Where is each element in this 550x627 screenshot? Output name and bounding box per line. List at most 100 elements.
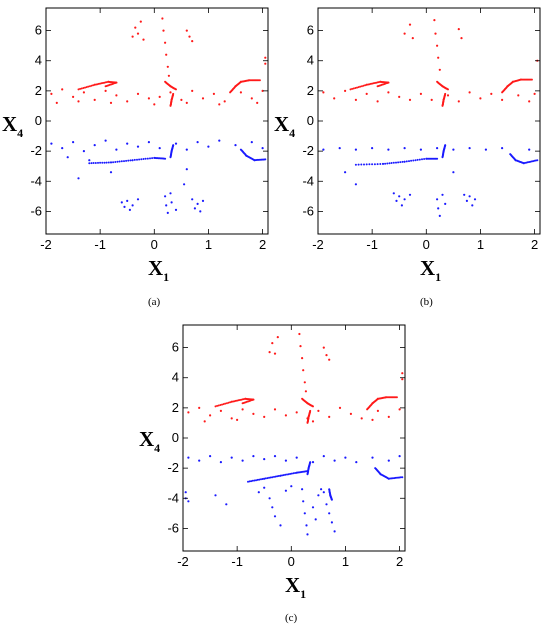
data-point <box>301 488 304 491</box>
data-point <box>201 97 205 100</box>
data-point <box>360 417 363 420</box>
data-point <box>387 148 390 151</box>
data-point <box>403 198 406 201</box>
trajectory-point <box>365 163 368 166</box>
trajectory-point <box>123 160 125 163</box>
data-point <box>314 518 317 521</box>
trajectory-point <box>82 87 85 89</box>
data-point <box>77 177 80 180</box>
trajectory-point <box>80 87 83 90</box>
data-point <box>115 148 118 151</box>
data-point <box>322 455 325 458</box>
trajectory-point <box>289 472 292 475</box>
trajectory-point <box>144 157 147 160</box>
data-point <box>199 210 202 213</box>
data-point <box>191 198 194 201</box>
data-point <box>72 141 75 144</box>
trajectory-point <box>251 479 254 482</box>
trajectory-point <box>397 161 400 164</box>
data-point <box>82 150 85 153</box>
data-point <box>376 100 379 103</box>
panel-caption: (b) <box>420 296 433 308</box>
data-point <box>452 148 455 151</box>
x-axis-label: X1 <box>420 256 441 284</box>
data-point <box>436 198 439 201</box>
trajectory-point <box>77 88 80 91</box>
data-point <box>104 139 107 142</box>
trajectory-point <box>217 404 220 407</box>
trajectory-point <box>351 87 354 90</box>
panel-c: -2 -1 0 1 2 -6 -4 -2 0 2 4 6 X1 X4 (c) <box>139 324 406 624</box>
data-point <box>164 195 167 198</box>
trajectory-point <box>99 161 102 164</box>
trajectory-point <box>151 157 154 160</box>
data-point <box>408 193 412 196</box>
data-point <box>214 494 217 497</box>
data-point <box>411 37 414 40</box>
data-point <box>126 199 129 202</box>
y-tick-label: -4 <box>30 173 42 188</box>
y-tick-label: -2 <box>302 143 314 158</box>
trajectory-point <box>136 158 138 161</box>
trajectory-point <box>104 85 107 88</box>
data-point <box>295 411 298 414</box>
data-point <box>126 100 129 103</box>
data-point <box>333 530 336 533</box>
trajectory-point <box>373 163 376 166</box>
axis-ticks: -2 -1 0 1 2 -6 -4 -2 0 2 4 6 <box>30 8 268 252</box>
trajectory-point <box>133 158 136 161</box>
data-point <box>302 500 305 503</box>
data-point <box>239 91 242 94</box>
y-tick-label: -6 <box>30 203 42 218</box>
trajectory-point <box>114 161 117 163</box>
data-point <box>419 92 422 95</box>
data-point <box>457 28 460 31</box>
trajectory-point <box>149 157 151 160</box>
y-tick-label: -6 <box>302 203 314 218</box>
data-point <box>263 415 266 418</box>
series-upper <box>322 19 539 107</box>
data-point <box>311 506 315 509</box>
trajectory-point <box>352 87 355 90</box>
data-point <box>284 459 287 462</box>
data-point <box>153 103 156 106</box>
trajectory-point <box>260 478 262 481</box>
trajectory-point <box>97 161 99 164</box>
series-lower <box>184 455 404 536</box>
trajectory-point <box>274 475 277 478</box>
data-point <box>437 56 440 59</box>
trajectory-point <box>395 396 398 399</box>
data-point <box>273 408 277 411</box>
trajectory-point <box>444 144 447 147</box>
panel-b: -2 -1 0 1 2 -6 -4 -2 0 2 4 6 X1 X4 (b) <box>274 7 541 308</box>
data-point <box>322 91 325 94</box>
data-point <box>115 94 118 97</box>
trajectory-point <box>214 405 217 408</box>
data-point <box>131 204 134 207</box>
y-tick-label: 0 <box>172 430 179 445</box>
data-point <box>61 147 64 150</box>
data-point <box>434 32 437 35</box>
data-point <box>398 455 401 458</box>
data-point <box>273 455 277 458</box>
y-axis-label: X4 <box>139 427 160 455</box>
trajectory-point <box>384 162 387 165</box>
data-point <box>158 95 161 98</box>
data-point <box>193 207 196 210</box>
data-point <box>187 456 190 459</box>
data-point <box>354 148 357 151</box>
trajectory-point <box>357 163 360 166</box>
trajectory-point <box>247 480 249 483</box>
trajectory-point <box>290 472 293 475</box>
data-point <box>209 414 212 417</box>
plot-frame <box>317 7 541 235</box>
panel-a: -2 -1 0 1 2 -6 -4 -2 0 2 4 6 X1 X4 (a) <box>2 7 269 308</box>
trajectory-point <box>101 161 104 164</box>
trajectory-point <box>84 86 86 89</box>
trajectory-point <box>356 86 358 89</box>
data-point <box>398 195 401 198</box>
trajectory-point <box>222 403 225 406</box>
trajectory-point <box>105 161 108 164</box>
data-point <box>147 97 150 100</box>
data-point <box>142 38 145 41</box>
